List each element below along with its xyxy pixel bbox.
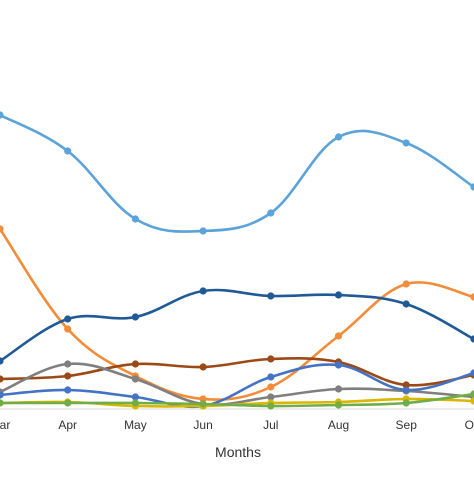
series-1-point-oct xyxy=(470,183,474,191)
series-4-point-apr xyxy=(64,372,72,380)
series-6-line xyxy=(0,363,474,409)
series-8-point-jul xyxy=(267,402,275,410)
series-3-point-may xyxy=(131,313,139,321)
series-8-line xyxy=(0,392,474,408)
series-3-point-oct xyxy=(470,335,474,343)
x-tick-label-apr: Apr xyxy=(58,418,77,432)
series-1-point-aug xyxy=(334,133,343,141)
series-4-point-may xyxy=(131,360,139,368)
series-5-point-may xyxy=(131,375,139,383)
series-2-point-apr xyxy=(64,325,72,333)
series-1-point-may xyxy=(131,215,139,223)
series-1-point-jun xyxy=(199,227,207,235)
series-2-point-aug xyxy=(334,332,343,340)
series-6-point-sep xyxy=(402,386,410,394)
x-tick-label-mar: Mar xyxy=(0,418,10,432)
series-1-point-sep xyxy=(402,139,410,147)
series-6-point-mar xyxy=(0,391,4,399)
series-8-point-may xyxy=(131,399,139,407)
series-3-point-aug xyxy=(334,291,343,299)
series-4-point-sep xyxy=(402,381,410,389)
x-tick-label-may: May xyxy=(124,418,147,432)
series-4 xyxy=(0,355,474,389)
series-2-point-mar xyxy=(0,225,4,233)
series-5-point-apr xyxy=(64,360,72,368)
series-3-point-sep xyxy=(402,300,410,308)
series-layer xyxy=(0,111,474,410)
series-1-point-mar xyxy=(0,111,4,119)
series-1 xyxy=(0,111,474,235)
series-2-line xyxy=(0,227,474,401)
series-6-point-may xyxy=(131,393,139,401)
series-8 xyxy=(0,390,474,410)
x-tick-label-oct: Oct xyxy=(465,418,474,432)
x-tick-labels: Mar Apr May Jun Jul Aug Sep Oct xyxy=(0,418,474,432)
series-3-point-jun xyxy=(199,287,207,295)
series-6-point-aug xyxy=(334,361,343,369)
x-tick-label-jun: Jun xyxy=(193,418,212,432)
series-1-point-jul xyxy=(267,209,275,217)
series-4-point-jul xyxy=(267,355,275,363)
series-6-point-oct xyxy=(470,369,474,377)
series-6-point-apr xyxy=(64,386,72,394)
series-1-point-apr xyxy=(64,147,72,155)
series-2-point-jul xyxy=(267,383,275,391)
x-tick-label-aug: Aug xyxy=(328,418,349,432)
series-1-line xyxy=(0,113,474,233)
series-6-point-jul xyxy=(267,373,275,381)
series-3-point-apr xyxy=(64,315,72,323)
series-5-line xyxy=(0,362,474,407)
x-tick-label-sep: Sep xyxy=(396,418,418,432)
series-3 xyxy=(0,287,474,365)
series-2-point-jun xyxy=(199,395,207,403)
series-3-point-mar xyxy=(0,357,4,365)
series-3-line xyxy=(0,288,474,363)
series-8-point-jun xyxy=(199,400,207,408)
series-8-point-mar xyxy=(0,399,4,407)
series-5-point-jul xyxy=(267,393,275,401)
series-8-point-apr xyxy=(64,399,72,407)
series-4-line xyxy=(0,357,474,387)
series-2-point-oct xyxy=(470,293,474,301)
series-4-point-mar xyxy=(0,375,4,383)
series-8-point-oct xyxy=(470,390,474,398)
series-7-point-oct xyxy=(470,397,474,405)
series-3-point-jul xyxy=(267,292,275,300)
series-8-point-sep xyxy=(402,399,410,407)
series-2-point-sep xyxy=(402,280,410,288)
x-tick-label-jul: Jul xyxy=(263,418,278,432)
series-5-point-aug xyxy=(334,385,343,393)
series-8-point-aug xyxy=(334,401,343,409)
x-axis-title: Months xyxy=(215,444,261,460)
series-4-point-jun xyxy=(199,363,207,371)
